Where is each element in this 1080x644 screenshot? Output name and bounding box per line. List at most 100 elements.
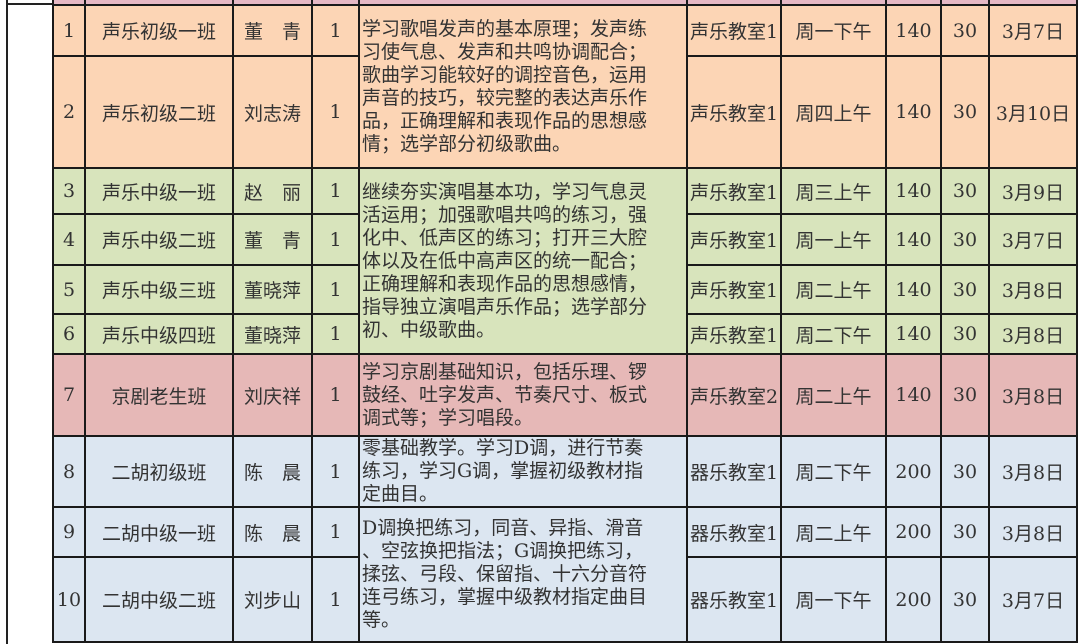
- teacher-name-cell: 刘步山: [232, 556, 313, 643]
- table-row: 7 京剧老生班 刘庆祥 1 学习京剧基础知识，包括乐理、锣 鼓经、吐字发声、节奏尺寸、板…: [52, 353, 1078, 437]
- session-count-cell: 1: [311, 313, 360, 355]
- teacher-name-cell: 董晓萍: [232, 264, 313, 315]
- table-row: 9 二胡中级一班陈 晨 1 D调换把练习，同音、异指、滑音 、空弦换把指法；G调换把练…: [52, 506, 1078, 643]
- classroom-cell: 声乐教室1: [686, 55, 782, 169]
- teacher-name-cell: 刘庆祥: [232, 353, 313, 437]
- classroom-cell: 声乐教室2: [686, 353, 782, 437]
- fee-cell: 140: [885, 264, 942, 315]
- course-description-cell: 学习歌唱发声的基本原理；发声练 习使气息、发声和共鸣协调配合； 歌曲学习能较好的…: [358, 4, 688, 169]
- session-count-cell: 1: [311, 353, 360, 437]
- class-time-cell: 周一下午: [780, 556, 887, 643]
- session-count-cell: 1: [311, 167, 360, 215]
- fee-cell: 200: [885, 506, 942, 558]
- quota-cell: 30: [940, 313, 990, 355]
- outer-frame-left: [6, 0, 8, 644]
- class-name-cell: 声乐中级三班: [84, 264, 234, 315]
- start-date-cell: 3月8日: [988, 435, 1078, 508]
- course-table: 1 声乐初级一班董 青 1 学习歌唱发声的基本原理；发声练 习使气息、发声和共鸣协调配…: [52, 0, 1078, 643]
- course-description-cell: D调换把练习，同音、异指、滑音 、空弦换把指法；G调换把练习， 揉弦、弓段、保留…: [358, 506, 688, 643]
- table-row: 8 二胡初级班陈 晨 1 零基础教学。学习D调，进行节奏 练习，学习G调，掌握初级教材…: [52, 435, 1078, 508]
- row-number-cell: 3: [52, 167, 86, 215]
- class-time-cell: 周一上午: [780, 213, 887, 266]
- row-number-cell: 9: [52, 506, 86, 558]
- session-count-cell: 1: [311, 213, 360, 266]
- class-time-cell: 周二上午: [780, 353, 887, 437]
- start-date-cell: 3月9日: [988, 167, 1078, 215]
- quota-cell: 30: [940, 556, 990, 643]
- start-date-cell: 3月8日: [988, 264, 1078, 315]
- class-name-cell: 京剧老生班: [84, 353, 234, 437]
- row-number-cell: 6: [52, 313, 86, 355]
- teacher-name-cell: 陈 晨: [232, 435, 313, 508]
- classroom-cell: 声乐教室1: [686, 167, 782, 215]
- class-name-cell: 二胡初级班: [84, 435, 234, 508]
- class-name-cell: 声乐中级四班: [84, 313, 234, 355]
- classroom-cell: 器乐教室1: [686, 506, 782, 558]
- classroom-cell: 声乐教室1: [686, 213, 782, 266]
- start-date-cell: 3月8日: [988, 506, 1078, 558]
- fee-cell: 140: [885, 167, 942, 215]
- class-time-cell: 周二下午: [780, 313, 887, 355]
- row-number-cell: 8: [52, 435, 86, 508]
- class-time-cell: 周一下午: [780, 4, 887, 57]
- session-count-cell: 1: [311, 506, 360, 558]
- class-time-cell: 周二下午: [780, 435, 887, 508]
- row-number-cell: 2: [52, 55, 86, 169]
- course-description-cell: 继续夯实演唱基本功，学习气息灵 活运用；加强歌唱共鸣的练习，强 化中、低声区的练…: [358, 167, 688, 355]
- class-name-cell: 声乐初级二班: [84, 55, 234, 169]
- start-date-cell: 3月8日: [988, 313, 1078, 355]
- class-name-cell: 二胡中级二班: [84, 556, 234, 643]
- classroom-cell: 声乐教室1: [686, 264, 782, 315]
- teacher-name-cell: 董 青: [232, 4, 313, 57]
- class-time-cell: 周四上午: [780, 55, 887, 169]
- class-time-cell: 周三上午: [780, 167, 887, 215]
- teacher-name-cell: 董 青: [232, 213, 313, 266]
- fee-cell: 140: [885, 353, 942, 437]
- class-name-cell: 声乐中级二班: [84, 213, 234, 266]
- fee-cell: 140: [885, 313, 942, 355]
- fee-cell: 140: [885, 55, 942, 169]
- class-name-cell: 声乐初级一班: [84, 4, 234, 57]
- table-row: 3 声乐中级一班赵 丽 1 继续夯实演唱基本功，学习气息灵 活运用；加强歌唱共鸣的练习…: [52, 167, 1078, 355]
- class-name-cell: 声乐中级一班: [84, 167, 234, 215]
- row-number-cell: 1: [52, 4, 86, 57]
- fee-cell: 200: [885, 435, 942, 508]
- teacher-name-cell: 刘志涛: [232, 55, 313, 169]
- session-count-cell: 1: [311, 55, 360, 169]
- quota-cell: 30: [940, 264, 990, 315]
- quota-cell: 30: [940, 4, 990, 57]
- outer-frame-top: [6, 3, 52, 5]
- quota-cell: 30: [940, 213, 990, 266]
- fee-cell: 140: [885, 213, 942, 266]
- row-number-cell: 7: [52, 353, 86, 437]
- quota-cell: 30: [940, 506, 990, 558]
- session-count-cell: 1: [311, 264, 360, 315]
- quota-cell: 30: [940, 353, 990, 437]
- class-time-cell: 周二上午: [780, 506, 887, 558]
- session-count-cell: 1: [311, 4, 360, 57]
- table-row: 5 声乐中级三班 董晓萍 1 声乐教室1 周二上午 140 30 3月8日: [52, 264, 1078, 315]
- teacher-name-cell: 陈 晨: [232, 506, 313, 558]
- course-description-cell: 零基础教学。学习D调，进行节奏 练习，学习G调，掌握初级教材指 定曲目。: [358, 435, 688, 508]
- classroom-cell: 器乐教室1: [686, 556, 782, 643]
- class-name-cell: 二胡中级一班: [84, 506, 234, 558]
- start-date-cell: 3月10日: [988, 55, 1078, 169]
- fee-cell: 140: [885, 4, 942, 57]
- quota-cell: 30: [940, 167, 990, 215]
- session-count-cell: 1: [311, 556, 360, 643]
- row-number-cell: 4: [52, 213, 86, 266]
- start-date-cell: 3月8日: [988, 353, 1078, 437]
- classroom-cell: 声乐教室1: [686, 313, 782, 355]
- quota-cell: 30: [940, 55, 990, 169]
- start-date-cell: 3月7日: [988, 213, 1078, 266]
- header-row-partial: [52, 0, 1078, 6]
- course-description-cell: 学习京剧基础知识，包括乐理、锣 鼓经、吐字发声、节奏尺寸、板式 调式等；学习唱段…: [358, 353, 688, 437]
- teacher-name-cell: 董晓萍: [232, 313, 313, 355]
- row-number-cell: 5: [52, 264, 86, 315]
- row-number-cell: 10: [52, 556, 86, 643]
- classroom-cell: 器乐教室1: [686, 435, 782, 508]
- table-row: 1 声乐初级一班董 青 1 学习歌唱发声的基本原理；发声练 习使气息、发声和共鸣协调配…: [52, 4, 1078, 169]
- classroom-cell: 声乐教室1: [686, 4, 782, 57]
- teacher-name-cell: 赵 丽: [232, 167, 313, 215]
- start-date-cell: 3月7日: [988, 556, 1078, 643]
